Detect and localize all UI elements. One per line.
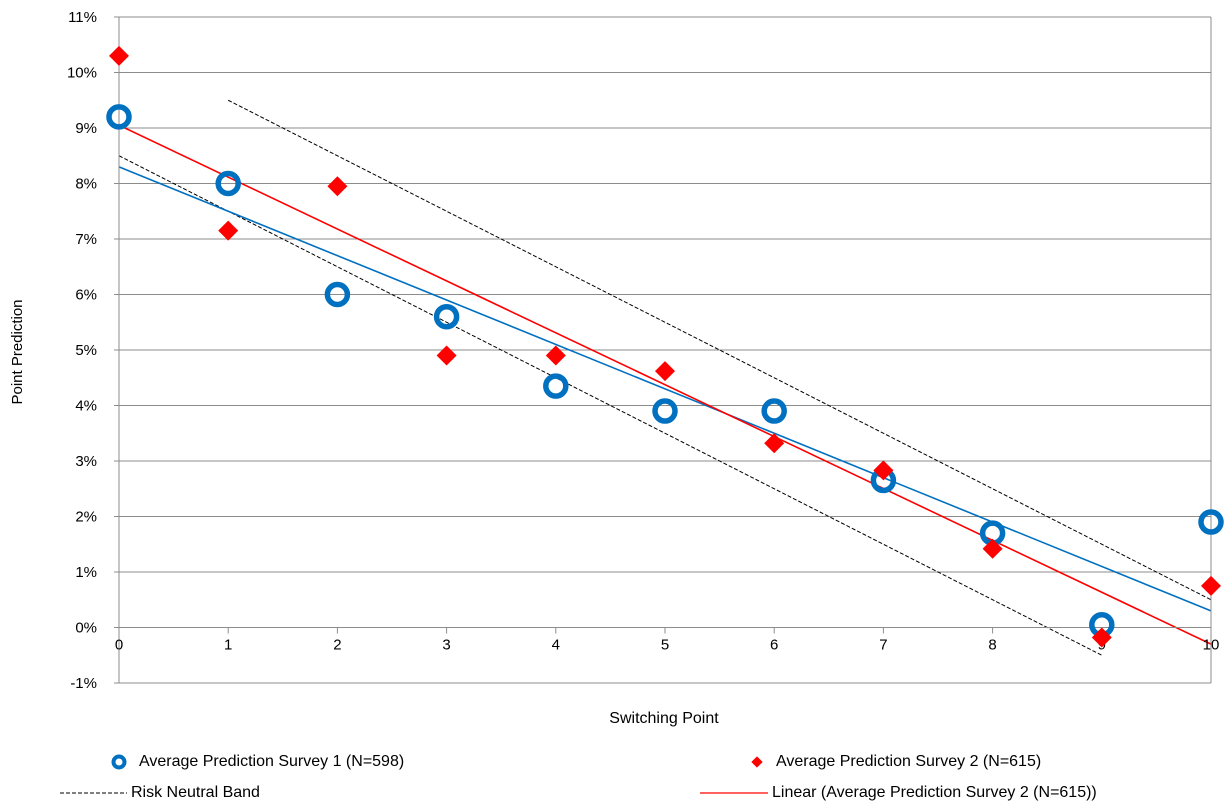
x-axis-label: Switching Point [609,710,719,727]
x-tick-label: 0 [115,637,123,654]
x-tick-label: 10 [1203,637,1220,654]
grid [119,16,1211,628]
survey2-point [982,538,1003,559]
legend-label-survey2: Average Prediction Survey 2 (N=615) [776,753,1042,770]
survey2-point [873,460,894,481]
x-tick-label: 2 [333,637,341,654]
y-axis-label: Point Prediction [9,299,26,404]
x-tick-label: 5 [661,637,669,654]
survey1-point [761,398,787,424]
x-tick-label: 1 [224,637,232,654]
legend-diamond-marker [751,756,763,768]
y-tick-label: 8% [75,176,97,193]
survey1-point [652,398,678,424]
y-tick-label: 4% [75,398,97,415]
tick-labels: -1%0%1%2%3%4%5%6%7%8%9%10%11%01234567891… [67,9,1219,692]
survey2-point [764,433,785,454]
y-tick-label: 11% [68,9,97,26]
legend-label-linear: Linear (Average Prediction Survey 2 (N=6… [772,784,1097,801]
y-tick-label: 10% [67,65,97,82]
legend-circle-marker [111,754,127,770]
survey2-point [1201,575,1221,596]
x-tick-label: 7 [879,637,887,654]
survey2-point [109,45,129,66]
y-tick-label: 2% [75,509,97,526]
y-tick-label: 6% [75,287,97,304]
survey2-point [655,361,675,382]
trendline-survey2 [118,124,1212,645]
y-tick-label: 3% [75,453,97,470]
survey1-point [215,170,241,197]
survey2-point [1091,627,1112,648]
trendlines [118,124,1212,645]
y-tick-label: -1% [70,675,97,692]
x-tick-label: 4 [552,637,560,654]
x-tick-label: 3 [442,637,450,654]
survey2-point [436,345,457,366]
y-tick-label: 0% [75,620,97,637]
survey2-point [545,345,566,366]
survey1-point [543,373,569,399]
band-line [118,155,1103,656]
band-line [227,99,1212,601]
risk-neutral-band [118,99,1212,656]
x-tick-label: 6 [770,637,778,654]
survey1-point [106,104,132,130]
legend-label-band: Risk Neutral Band [131,784,260,801]
survey2-point [218,220,239,241]
y-tick-label: 7% [75,231,97,248]
survey1-point [433,303,460,330]
data-points [106,45,1224,648]
trendline-survey1 [118,166,1212,612]
survey1-point [324,281,351,308]
legend-label-survey1: Average Prediction Survey 1 (N=598) [139,753,405,770]
survey2-point [327,176,348,197]
y-tick-label: 5% [75,342,97,359]
y-tick-label: 1% [75,564,97,581]
survey1-point [1198,509,1224,535]
x-tick-label: 8 [988,637,996,654]
y-tick-label: 9% [75,120,97,137]
